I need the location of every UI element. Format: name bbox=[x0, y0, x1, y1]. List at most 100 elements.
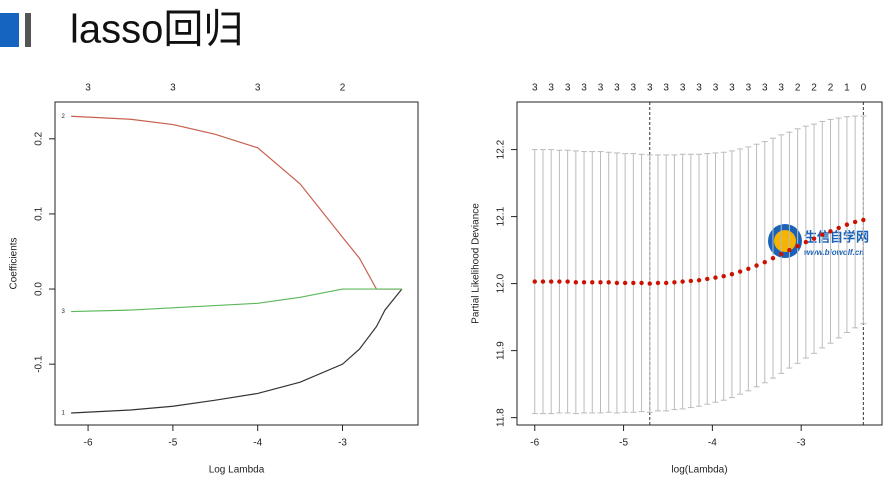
x-tick-label: -3 bbox=[797, 438, 806, 449]
x-tick-label: -6 bbox=[530, 438, 539, 449]
series-label: 3 bbox=[61, 309, 65, 315]
y-tick-label: 0.1 bbox=[34, 207, 45, 221]
point bbox=[606, 280, 611, 285]
point bbox=[622, 280, 628, 286]
header-bar bbox=[25, 13, 31, 47]
series-label: 1 bbox=[61, 411, 65, 417]
point bbox=[861, 217, 866, 223]
y-tick-label: 12.2 bbox=[496, 139, 507, 159]
top-label: 3 bbox=[614, 83, 620, 94]
x-tick-label: -4 bbox=[708, 438, 717, 449]
point bbox=[779, 251, 784, 257]
point bbox=[836, 225, 841, 231]
y-tick-label: 11.9 bbox=[496, 341, 507, 360]
x-tick-label: -3 bbox=[338, 438, 347, 449]
point bbox=[557, 279, 562, 284]
top-label: 3 bbox=[778, 83, 784, 94]
point bbox=[729, 272, 735, 277]
top-label: 3 bbox=[663, 83, 669, 94]
series-line bbox=[71, 115, 402, 290]
point bbox=[565, 279, 570, 284]
y-tick-label: 12.1 bbox=[496, 206, 507, 226]
point bbox=[532, 279, 537, 284]
point bbox=[672, 280, 677, 285]
y-tick-label: -0.1 bbox=[34, 355, 45, 373]
point bbox=[770, 255, 776, 261]
series-line bbox=[71, 288, 402, 313]
top-label: 3 bbox=[548, 83, 554, 94]
y-tick-label: 11.8 bbox=[496, 408, 507, 427]
top-label: 3 bbox=[762, 83, 768, 94]
y-axis-label: Coefficients bbox=[9, 237, 20, 289]
y-tick-label: 12.0 bbox=[496, 273, 507, 293]
point bbox=[647, 281, 652, 286]
top-label: 3 bbox=[255, 83, 261, 94]
series-line bbox=[71, 288, 403, 414]
y-tick-label: 0.2 bbox=[34, 131, 45, 145]
top-label: 3 bbox=[680, 83, 686, 94]
watermark-url: www.biowolf.cn bbox=[804, 248, 864, 257]
point bbox=[762, 259, 767, 265]
top-label: 1 bbox=[844, 83, 850, 94]
plot-box bbox=[516, 101, 883, 426]
plot-box bbox=[54, 101, 419, 426]
top-label: 3 bbox=[598, 83, 604, 94]
top-label: 3 bbox=[647, 83, 653, 94]
point bbox=[688, 278, 694, 284]
point bbox=[795, 243, 800, 249]
x-tick-label: -5 bbox=[619, 438, 628, 449]
x-tick-label: -5 bbox=[168, 438, 177, 449]
point bbox=[803, 239, 809, 245]
x-tick-label: -4 bbox=[253, 438, 262, 449]
point bbox=[655, 280, 661, 286]
top-label: 3 bbox=[746, 83, 752, 94]
point bbox=[713, 275, 718, 280]
point bbox=[581, 280, 587, 285]
top-label: 3 bbox=[565, 83, 571, 94]
header-block bbox=[0, 13, 19, 47]
slide-title: lasso回归 bbox=[70, 8, 243, 52]
top-label: 2 bbox=[795, 83, 801, 94]
top-label: 0 bbox=[861, 83, 867, 94]
top-label: 3 bbox=[729, 83, 735, 94]
point bbox=[754, 263, 759, 268]
watermark-name: 生信自学网 bbox=[804, 229, 869, 244]
point bbox=[590, 280, 595, 285]
top-label: 3 bbox=[581, 83, 587, 94]
top-label: 3 bbox=[631, 83, 637, 94]
point bbox=[844, 222, 850, 227]
point bbox=[639, 280, 644, 286]
point bbox=[631, 280, 636, 286]
x-tick-label: -6 bbox=[84, 438, 93, 449]
top-label: 3 bbox=[713, 83, 719, 94]
top-label: 3 bbox=[532, 83, 538, 94]
point bbox=[820, 232, 825, 237]
point bbox=[705, 276, 710, 282]
point bbox=[852, 219, 858, 225]
top-label: 3 bbox=[85, 83, 91, 94]
top-label: 3 bbox=[696, 83, 702, 94]
y-tick-label: 0.0 bbox=[34, 282, 45, 296]
point bbox=[573, 280, 579, 285]
top-label: 3 bbox=[170, 83, 176, 94]
y-axis-label: Partial Likelihood Deviance bbox=[471, 203, 482, 324]
x-axis-label: Log Lambda bbox=[209, 465, 265, 476]
x-axis-label: log(Lambda) bbox=[671, 465, 727, 476]
point bbox=[737, 269, 743, 274]
point bbox=[598, 280, 603, 285]
point bbox=[540, 279, 546, 284]
point bbox=[787, 247, 792, 253]
top-label: 2 bbox=[811, 83, 817, 94]
point bbox=[680, 279, 685, 284]
point bbox=[614, 280, 620, 286]
watermark: 生信自学网 www.biowolf.cn bbox=[768, 224, 869, 258]
top-label: 2 bbox=[828, 83, 834, 94]
series-label: 2 bbox=[61, 114, 65, 120]
point bbox=[721, 274, 726, 279]
point bbox=[828, 229, 833, 234]
point bbox=[746, 266, 751, 272]
point bbox=[811, 236, 817, 241]
top-label: 2 bbox=[340, 83, 346, 94]
